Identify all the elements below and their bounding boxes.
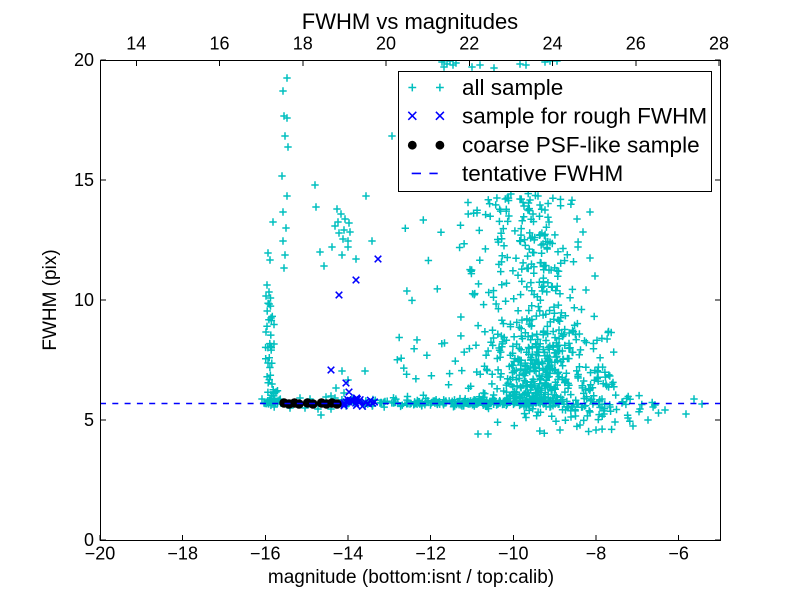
- svg-text:sample for rough FWHM: sample for rough FWHM: [462, 103, 707, 128]
- svg-text:5: 5: [84, 410, 94, 430]
- svg-text:14: 14: [126, 34, 146, 54]
- svg-text:22: 22: [459, 34, 479, 54]
- svg-text:16: 16: [209, 34, 229, 54]
- svg-text:−10: −10: [498, 544, 529, 564]
- svg-text:FWHM vs magnitudes: FWHM vs magnitudes: [302, 9, 518, 34]
- svg-text:−14: −14: [333, 544, 364, 564]
- svg-text:26: 26: [626, 34, 646, 54]
- svg-text:28: 28: [709, 34, 729, 54]
- svg-text:20: 20: [376, 34, 396, 54]
- svg-text:−20: −20: [85, 544, 116, 564]
- svg-text:−8: −8: [586, 544, 607, 564]
- svg-text:24: 24: [542, 34, 562, 54]
- svg-text:magnitude (bottom:isnt / top:c: magnitude (bottom:isnt / top:calib): [268, 567, 554, 588]
- svg-text:18: 18: [293, 34, 313, 54]
- svg-text:coarse PSF-like sample: coarse PSF-like sample: [462, 133, 700, 158]
- svg-text:15: 15: [74, 170, 94, 190]
- svg-text:0: 0: [84, 530, 94, 550]
- svg-text:−16: −16: [250, 544, 281, 564]
- svg-text:tentative FWHM: tentative FWHM: [462, 161, 623, 186]
- svg-text:−6: −6: [668, 544, 689, 564]
- svg-text:−12: −12: [415, 544, 446, 564]
- svg-text:10: 10: [74, 290, 94, 310]
- svg-text:FWHM (pix): FWHM (pix): [40, 249, 61, 350]
- svg-text:−18: −18: [167, 544, 198, 564]
- svg-text:20: 20: [74, 50, 94, 70]
- svg-text:all sample: all sample: [462, 75, 563, 100]
